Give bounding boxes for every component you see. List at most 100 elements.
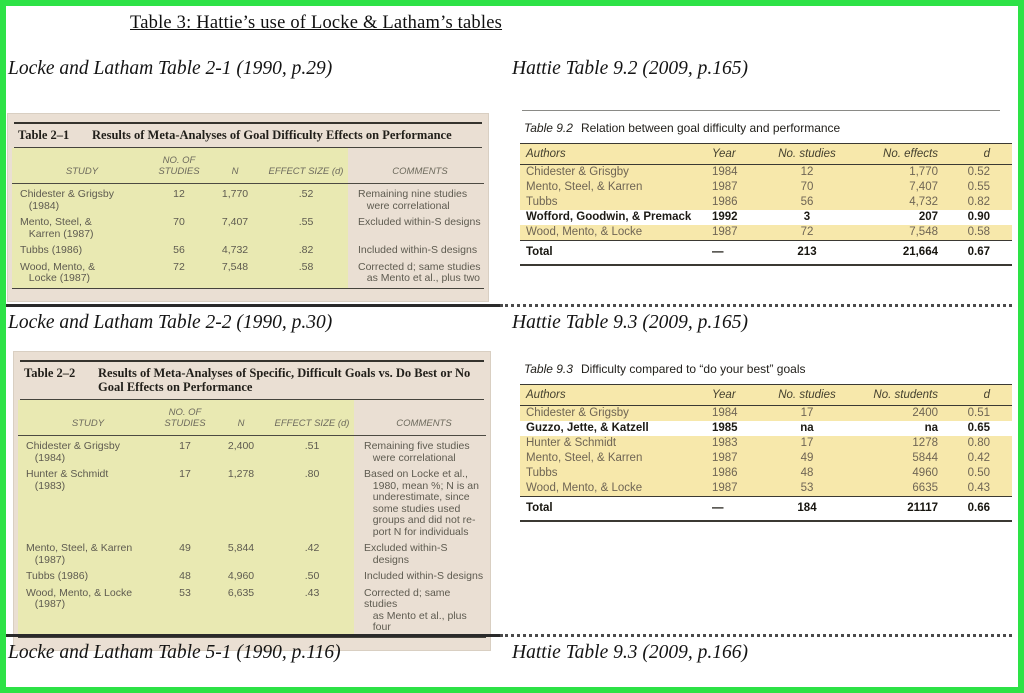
table-title: Results of Meta-Analyses of Specific, Di… — [98, 366, 471, 394]
column-header: d — [946, 143, 1012, 165]
table-title: Results of Meta-Analyses of Goal Difficu… — [92, 128, 452, 142]
table-row: Tubbs 1986 48 4960 0.50 — [520, 466, 1012, 481]
table-cell: .55 — [264, 215, 348, 243]
page-title: Table 3: Hattie’s use of Locke & Latham’… — [130, 13, 503, 33]
column-header: No. studies — [768, 384, 846, 406]
table-cell: 0.67 — [967, 246, 990, 258]
header-row: STUDY NO. OF STUDIES N EFFECT SIZE (d) C… — [12, 148, 484, 184]
table-row: Hunter & Schmidt (1983) 17 1,278.80 Based o… — [18, 467, 486, 541]
table-cell: Tubbs (1986) — [12, 243, 152, 260]
table-cell: Total — [526, 502, 553, 514]
table-cell: na — [800, 422, 814, 434]
table-title: Difficulty compared to “do your best” go… — [580, 362, 806, 376]
table-cell: Wood, Mento, & Locke (1987) — [12, 259, 152, 288]
table-cell: 1987 — [710, 180, 768, 195]
table-cell: .82 — [264, 243, 348, 260]
table-row: Chidester & Grisgby 1984 12 1,770 0.52 — [520, 164, 1012, 180]
table-cell: Included within-S designs — [364, 570, 484, 582]
table-cell: Corrected d; same studies as Mento et al… — [364, 586, 467, 633]
table-cell: 1,770 — [846, 164, 946, 180]
table-cell: 49 — [768, 451, 846, 466]
column-header: STUDY — [12, 148, 152, 184]
locke-table-2-2-title: Table 2–2 Results of Meta-Analyses of Sp… — [18, 362, 486, 397]
table-cell: 0.66 — [967, 502, 990, 514]
table-cell: Wood, Mento, & Locke (1987) — [18, 585, 158, 637]
heading-hattie-9-2: Hattie Table 9.2 (2009, p.165) — [512, 58, 748, 79]
table-cell: 12 — [152, 183, 206, 215]
table-cell: Remaining five studies were correlationa… — [364, 440, 470, 464]
table-cell: 4,732 — [206, 243, 264, 260]
table-row: Chidester & Grigsby 1984 17 2400 0.51 — [520, 405, 1012, 421]
table-cell: Hunter & Schmidt — [520, 436, 710, 451]
table-row: Wood, Mento, & Locke 1987 72 7,548 0.58 — [520, 225, 1012, 241]
table-cell: .80 — [270, 467, 354, 541]
table-cell: 1983 — [710, 436, 768, 451]
table-cell: .43 — [270, 585, 354, 637]
heading-locke-5-1: Locke and Latham Table 5-1 (1990, p.116) — [8, 642, 341, 663]
table-cell: 49 — [158, 541, 212, 569]
column-header: Year — [710, 384, 768, 406]
table-cell: Mento, Steel, & Karren — [520, 180, 710, 195]
table-cell: Tubbs (1986) — [18, 569, 158, 586]
table-row: Mento, Steel, & Karren (1987) 49 5,844.42 E… — [18, 541, 486, 569]
table-cell: Corrected d; same studies as Mento et al… — [358, 260, 481, 284]
table-row: Chidester & Grigsby (1984) 17 2,400.51 Rema… — [18, 435, 486, 467]
column-header: Authors — [520, 384, 710, 406]
table-row: Total — 213 21,664 0.67 — [520, 240, 1012, 265]
table-cell: 0.80 — [946, 436, 1012, 451]
table-cell: .58 — [264, 259, 348, 288]
locke-table-2-2: Table 2–2 Results of Meta-Analyses of Sp… — [14, 352, 490, 650]
table-label: Table 2–2 — [24, 366, 76, 380]
table-cell: 0.51 — [946, 405, 1012, 421]
table-cell: .51 — [270, 435, 354, 467]
table-cell: 184 — [797, 502, 817, 514]
table-cell: Total — [526, 246, 553, 258]
column-header: EFFECT SIZE (d) — [270, 400, 354, 436]
table-cell: 53 — [768, 481, 846, 497]
table-cell: Based on Locke et al., 1980, mean %; N i… — [364, 468, 479, 538]
table-row: Total — 184 21117 0.66 — [520, 496, 1012, 521]
table-row: Wood, Mento, & Locke (1987) 72 7,548.58 Cor… — [12, 259, 484, 288]
column-header: Authors — [520, 143, 710, 165]
table-cell: 1986 — [710, 466, 768, 481]
table-cell: 17 — [768, 405, 846, 421]
table-cell: Chidester & Grigsby (1984) — [18, 435, 158, 467]
table-cell: 4,732 — [846, 195, 946, 210]
table-cell: 1987 — [710, 451, 768, 466]
table-cell: 48 — [768, 466, 846, 481]
table-label: Table 9.3 — [524, 362, 573, 376]
column-header: N — [206, 148, 264, 184]
column-header: Year — [710, 143, 768, 165]
table-cell: .50 — [270, 569, 354, 586]
table-cell: Chidester & Grigsby (1984) — [12, 183, 152, 215]
table-cell: Guzzo, Jette, & Katzell — [526, 422, 649, 434]
table-row: Hunter & Schmidt 1983 17 1278 0.80 — [520, 436, 1012, 451]
table-cell: 72 — [768, 225, 846, 241]
hattie-table-9-2-caption: Table 9.2 Relation between goal difficult… — [520, 111, 1012, 143]
table-cell: Mento, Steel, & Karren — [520, 451, 710, 466]
locke-table-2-1: Table 2–1 Results of Meta-Analyses of Go… — [8, 114, 488, 301]
table-cell: 0.65 — [967, 422, 990, 434]
table-cell: 0.90 — [967, 211, 990, 223]
table-cell: 53 — [158, 585, 212, 637]
column-header: EFFECT SIZE (d) — [264, 148, 348, 184]
divider-dotted — [500, 634, 1012, 637]
table-cell: 7,548 — [206, 259, 264, 288]
table-row: Tubbs (1986) 56 4,732.82 Included within-S … — [12, 243, 484, 260]
table-title: Relation between goal difficulty and per… — [580, 121, 841, 135]
table-cell: 213 — [797, 246, 817, 258]
table-label: Table 9.2 — [524, 121, 573, 135]
table-cell: Mento, Steel, & Karren (1987) — [12, 215, 152, 243]
table-cell: 1986 — [710, 195, 768, 210]
table-row: Mento, Steel, & Karren 1987 49 5844 0.42 — [520, 451, 1012, 466]
heading-locke-2-2: Locke and Latham Table 2-2 (1990, p.30) — [8, 312, 333, 333]
table-cell: 48 — [158, 569, 212, 586]
column-header: No. effects — [846, 143, 946, 165]
table-row: Wood, Mento, & Locke (1987) 53 6,635.43 Cor… — [18, 585, 486, 637]
table-cell: Tubbs — [520, 195, 710, 210]
table-cell: 1,278 — [212, 467, 270, 541]
table-cell: Wood, Mento, & Locke — [520, 481, 710, 497]
column-header: No. studies — [768, 143, 846, 165]
table-cell: 0.58 — [946, 225, 1012, 241]
table-cell: 0.52 — [946, 164, 1012, 180]
